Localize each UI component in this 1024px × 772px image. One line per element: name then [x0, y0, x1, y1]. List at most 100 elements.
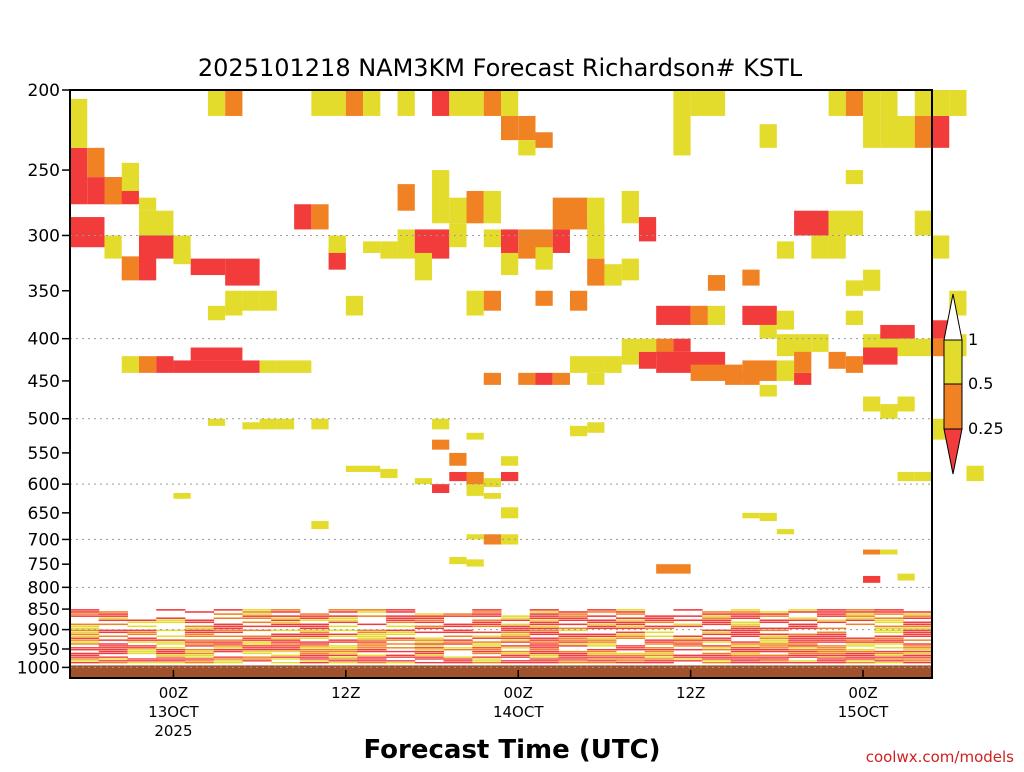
low-level-band	[730, 627, 761, 630]
low-level-band	[845, 660, 876, 662]
cell	[501, 115, 519, 141]
low-level-band	[874, 661, 904, 664]
low-level-band	[242, 647, 272, 649]
low-level-band	[817, 661, 847, 664]
cell	[328, 235, 346, 253]
cell	[104, 177, 122, 205]
cell	[311, 418, 329, 430]
low-level-band	[788, 652, 818, 655]
low-level-band	[98, 611, 128, 613]
cell	[380, 468, 398, 479]
low-level-band	[558, 637, 588, 639]
low-level-band	[501, 617, 531, 619]
cell	[138, 356, 157, 373]
low-level-band	[558, 613, 588, 615]
cell	[828, 235, 846, 259]
low-level-band	[529, 639, 559, 641]
low-level-band	[874, 660, 904, 662]
cell	[345, 465, 381, 472]
low-level-band	[98, 658, 128, 660]
y-tick-label: 700	[28, 530, 60, 550]
low-level-band	[328, 621, 358, 624]
low-level-band	[730, 631, 761, 634]
low-level-band	[702, 623, 732, 626]
low-level-band	[271, 625, 301, 628]
low-level-band	[558, 617, 588, 619]
low-level-band	[529, 661, 559, 664]
low-level-band	[529, 652, 559, 655]
low-level-band	[615, 621, 646, 624]
low-level-band	[271, 641, 301, 643]
cell	[501, 252, 519, 276]
low-level-band	[414, 625, 445, 628]
low-level-band	[644, 647, 674, 649]
low-level-band	[184, 629, 215, 632]
low-level-band	[558, 623, 588, 626]
low-level-band	[558, 611, 588, 613]
low-level-band	[529, 658, 559, 660]
cell	[742, 360, 777, 381]
low-level-band	[644, 625, 674, 628]
low-level-band	[357, 609, 387, 611]
low-level-band	[529, 645, 559, 647]
low-level-band	[558, 656, 588, 658]
low-level-band	[98, 617, 128, 619]
cell	[845, 310, 864, 325]
low-level-band	[414, 658, 445, 660]
cell	[742, 512, 760, 519]
low-level-band	[615, 625, 646, 628]
cell	[449, 223, 467, 248]
x-tick-label: 00Z	[504, 684, 533, 702]
low-level-band	[98, 652, 128, 655]
low-level-band	[730, 656, 761, 658]
low-level-band	[903, 615, 933, 617]
low-level-band	[357, 615, 387, 617]
cell	[535, 132, 553, 148]
low-level-band	[587, 623, 617, 626]
low-level-band	[213, 635, 243, 637]
low-level-band	[242, 643, 272, 645]
low-level-band	[443, 641, 473, 643]
cell	[242, 422, 260, 430]
low-level-band	[788, 660, 818, 662]
low-level-band	[184, 639, 215, 641]
low-level-band	[759, 619, 789, 622]
low-level-band	[357, 645, 387, 647]
cell	[932, 90, 950, 116]
low-level-band	[730, 633, 761, 636]
low-level-band	[127, 639, 157, 641]
low-level-band	[730, 641, 761, 643]
low-level-band	[558, 652, 588, 655]
low-level-band	[213, 650, 243, 653]
low-level-band	[127, 645, 157, 647]
low-level-band	[357, 654, 387, 657]
low-level-band	[184, 633, 215, 636]
low-level-band	[587, 645, 617, 647]
low-level-band	[328, 648, 358, 651]
cell	[70, 217, 105, 248]
low-level-band	[702, 654, 732, 657]
cell	[483, 229, 501, 248]
low-level-band	[98, 613, 128, 615]
cell	[621, 258, 639, 281]
cell	[897, 471, 915, 482]
low-level-band	[845, 648, 876, 651]
low-level-band	[70, 633, 100, 636]
low-level-bands-layer	[70, 609, 933, 664]
low-level-band	[501, 650, 531, 653]
low-level-band	[213, 623, 243, 626]
low-level-band	[70, 615, 100, 617]
low-level-band	[328, 645, 358, 647]
low-level-band	[242, 615, 272, 617]
y-axis: 200 250 300 350 400 450 500 550 600 650 700 750 8008…	[17, 81, 70, 678]
low-level-band	[328, 633, 358, 636]
low-level-band	[845, 656, 876, 658]
low-level-band	[759, 658, 789, 660]
low-level-band	[702, 615, 732, 617]
low-level-band	[615, 658, 646, 660]
low-level-band	[903, 658, 933, 660]
low-level-band	[156, 641, 186, 643]
cell	[501, 229, 519, 259]
cell	[173, 252, 191, 265]
low-level-band	[903, 611, 933, 613]
